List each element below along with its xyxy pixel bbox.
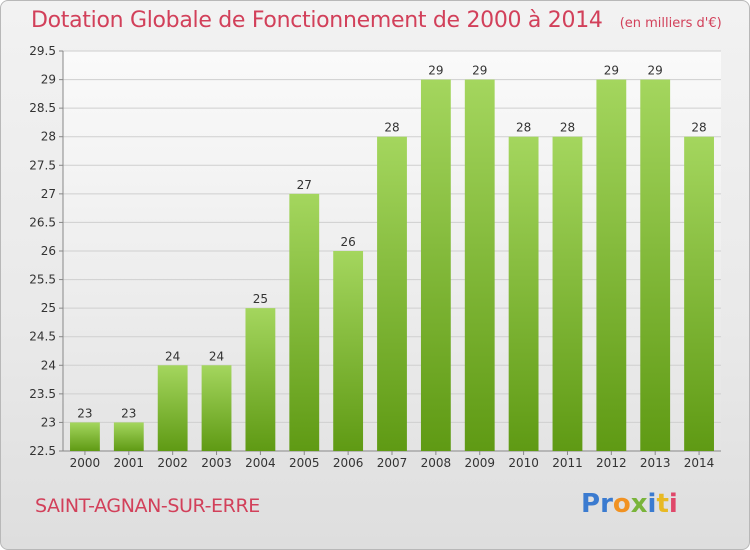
bar: [333, 251, 364, 451]
y-tick-label: 25.5: [29, 273, 56, 287]
bar: [157, 365, 188, 451]
bar-value-label: 25: [253, 292, 268, 306]
y-tick-label: 26.5: [29, 215, 56, 229]
bar: [640, 79, 671, 452]
logo-letter: i: [668, 489, 678, 519]
y-tick-label: 28: [41, 130, 56, 144]
bar-value-label: 24: [209, 349, 224, 363]
x-tick-label: 2011: [552, 456, 583, 470]
bar-value-label: 26: [340, 235, 355, 249]
x-tick-label: 2006: [333, 456, 364, 470]
bar-value-label: 28: [516, 121, 531, 135]
commune-name: SAINT-AGNAN-SUR-ERRE: [35, 495, 260, 517]
logo-letter: P: [581, 489, 601, 519]
bar-value-label: 29: [648, 64, 663, 78]
bar: [596, 79, 627, 452]
bar: [464, 79, 495, 452]
bar-value-label: 23: [77, 406, 92, 420]
bar-value-label: 29: [428, 64, 443, 78]
y-tick-label: 28.5: [29, 101, 56, 115]
bar: [420, 79, 451, 452]
bar: [201, 365, 232, 451]
y-tick-label: 25: [41, 301, 56, 315]
x-tick-label: 2000: [70, 456, 101, 470]
y-tick-label: 22.5: [29, 444, 56, 458]
logo-letter: r: [600, 489, 613, 519]
bar-value-label: 27: [297, 178, 312, 192]
x-tick-label: 2009: [464, 456, 495, 470]
bar: [245, 308, 276, 451]
proxiti-logo: Proxiti: [581, 489, 678, 519]
logo-letter: x: [630, 489, 648, 519]
bar: [289, 193, 320, 451]
logo-letter: o: [612, 489, 631, 519]
bar: [508, 136, 539, 451]
chart-units: (en milliers d'€): [619, 16, 722, 31]
bar-value-label: 29: [604, 64, 619, 78]
y-tick-label: 26: [41, 244, 56, 258]
y-tick-label: 29: [41, 73, 56, 87]
y-tick-label: 24.5: [29, 330, 56, 344]
x-tick-label: 2010: [508, 456, 539, 470]
y-tick-label: 27.5: [29, 158, 56, 172]
bar-value-label: 28: [691, 121, 706, 135]
bar: [113, 422, 144, 451]
logo-letter: t: [656, 489, 669, 519]
title-row: Dotation Globale de Fonctionnement de 20…: [31, 8, 722, 33]
x-tick-label: 2008: [421, 456, 452, 470]
bar-value-label: 28: [384, 121, 399, 135]
y-tick-label: 23.5: [29, 387, 56, 401]
x-tick-label: 2012: [596, 456, 627, 470]
y-tick-label: 27: [41, 187, 56, 201]
chart-title: Dotation Globale de Fonctionnement de 20…: [31, 8, 603, 33]
x-tick-label: 2014: [684, 456, 715, 470]
bar: [684, 136, 714, 451]
bar: [552, 136, 583, 451]
bar-value-label: 28: [560, 121, 575, 135]
y-tick-label: 23: [41, 415, 56, 429]
x-tick-label: 2002: [157, 456, 188, 470]
bar-value-label: 29: [472, 64, 487, 78]
x-tick-label: 2007: [377, 456, 408, 470]
y-tick-label: 29.5: [29, 44, 56, 58]
logo-letter: i: [647, 489, 657, 519]
bar: [377, 136, 407, 451]
x-tick-label: 2001: [114, 456, 145, 470]
x-tick-label: 2004: [245, 456, 276, 470]
x-tick-label: 2005: [289, 456, 320, 470]
bar: [70, 422, 100, 451]
x-tick-label: 2013: [640, 456, 671, 470]
y-tick-label: 24: [41, 358, 56, 372]
bar-value-label: 23: [121, 406, 136, 420]
bar-value-label: 24: [165, 349, 180, 363]
x-tick-label: 2003: [201, 456, 232, 470]
